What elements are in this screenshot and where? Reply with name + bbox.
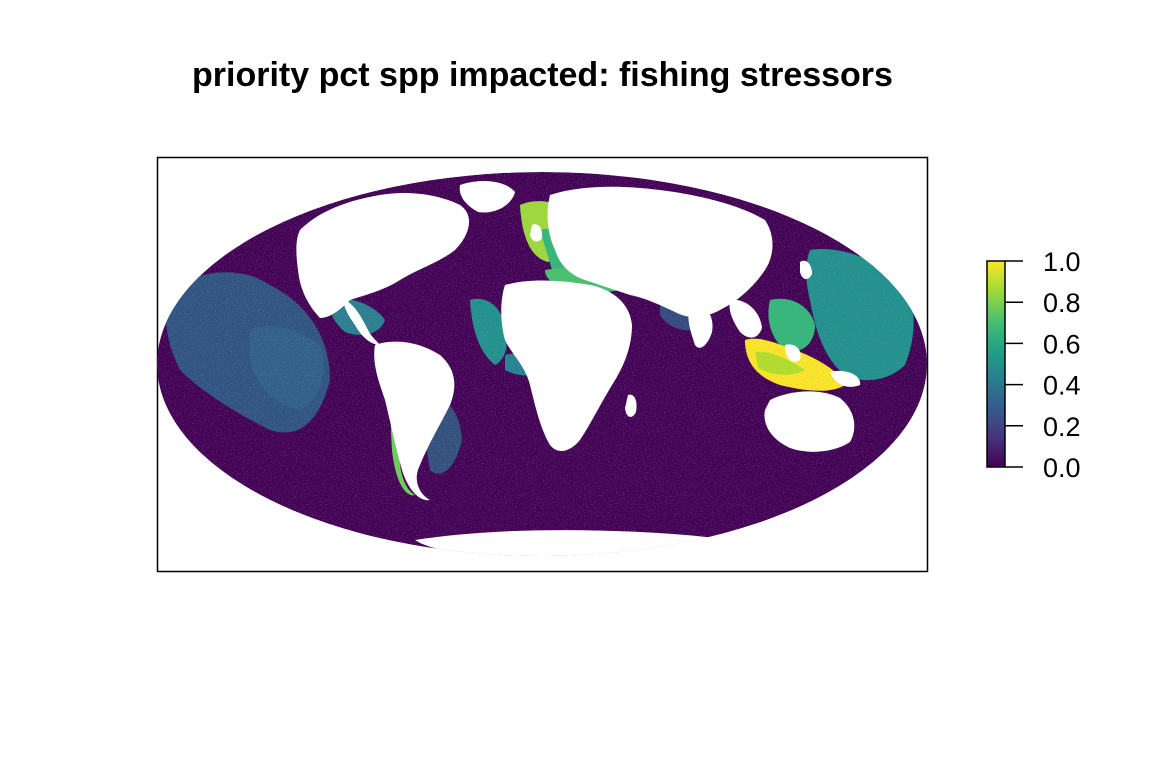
north-america-land: [296, 193, 470, 318]
legend-tick-label: 0.4: [1043, 371, 1081, 401]
legend-color-bar: [986, 260, 1006, 468]
chart-title: priority pct spp impacted: fishing stres…: [192, 56, 893, 94]
color-legend: 0.0 0.2 0.4 0.6 0.8 1.0: [986, 247, 1081, 483]
legend-tick-label: 0.2: [1043, 412, 1081, 442]
uk-land: [530, 224, 543, 242]
australia-land: [764, 391, 855, 452]
new-guinea-land: [830, 370, 861, 387]
africa-land: [501, 280, 632, 452]
borneo-land: [785, 344, 801, 362]
south-america-land: [374, 341, 455, 501]
legend-tick-label: 0.0: [1043, 453, 1081, 483]
legend-tick-label: 0.8: [1043, 288, 1081, 318]
new-zealand-land: [888, 449, 897, 463]
eurasia-land: [547, 186, 773, 318]
legend-ticks: 0.0 0.2 0.4 0.6 0.8 1.0: [1005, 247, 1081, 483]
greenland-land: [459, 180, 515, 213]
scandinavia-land: [558, 189, 600, 226]
se-asia-land: [729, 299, 762, 338]
legend-tick-label: 0.6: [1043, 329, 1081, 359]
madagascar-land: [625, 394, 637, 417]
ocean-layer: [157, 172, 927, 556]
india-land: [688, 304, 713, 348]
land-masses: [296, 180, 897, 556]
legend-tick-label: 1.0: [1043, 247, 1081, 277]
central-america-land: [344, 300, 380, 345]
japan-land: [800, 260, 812, 280]
